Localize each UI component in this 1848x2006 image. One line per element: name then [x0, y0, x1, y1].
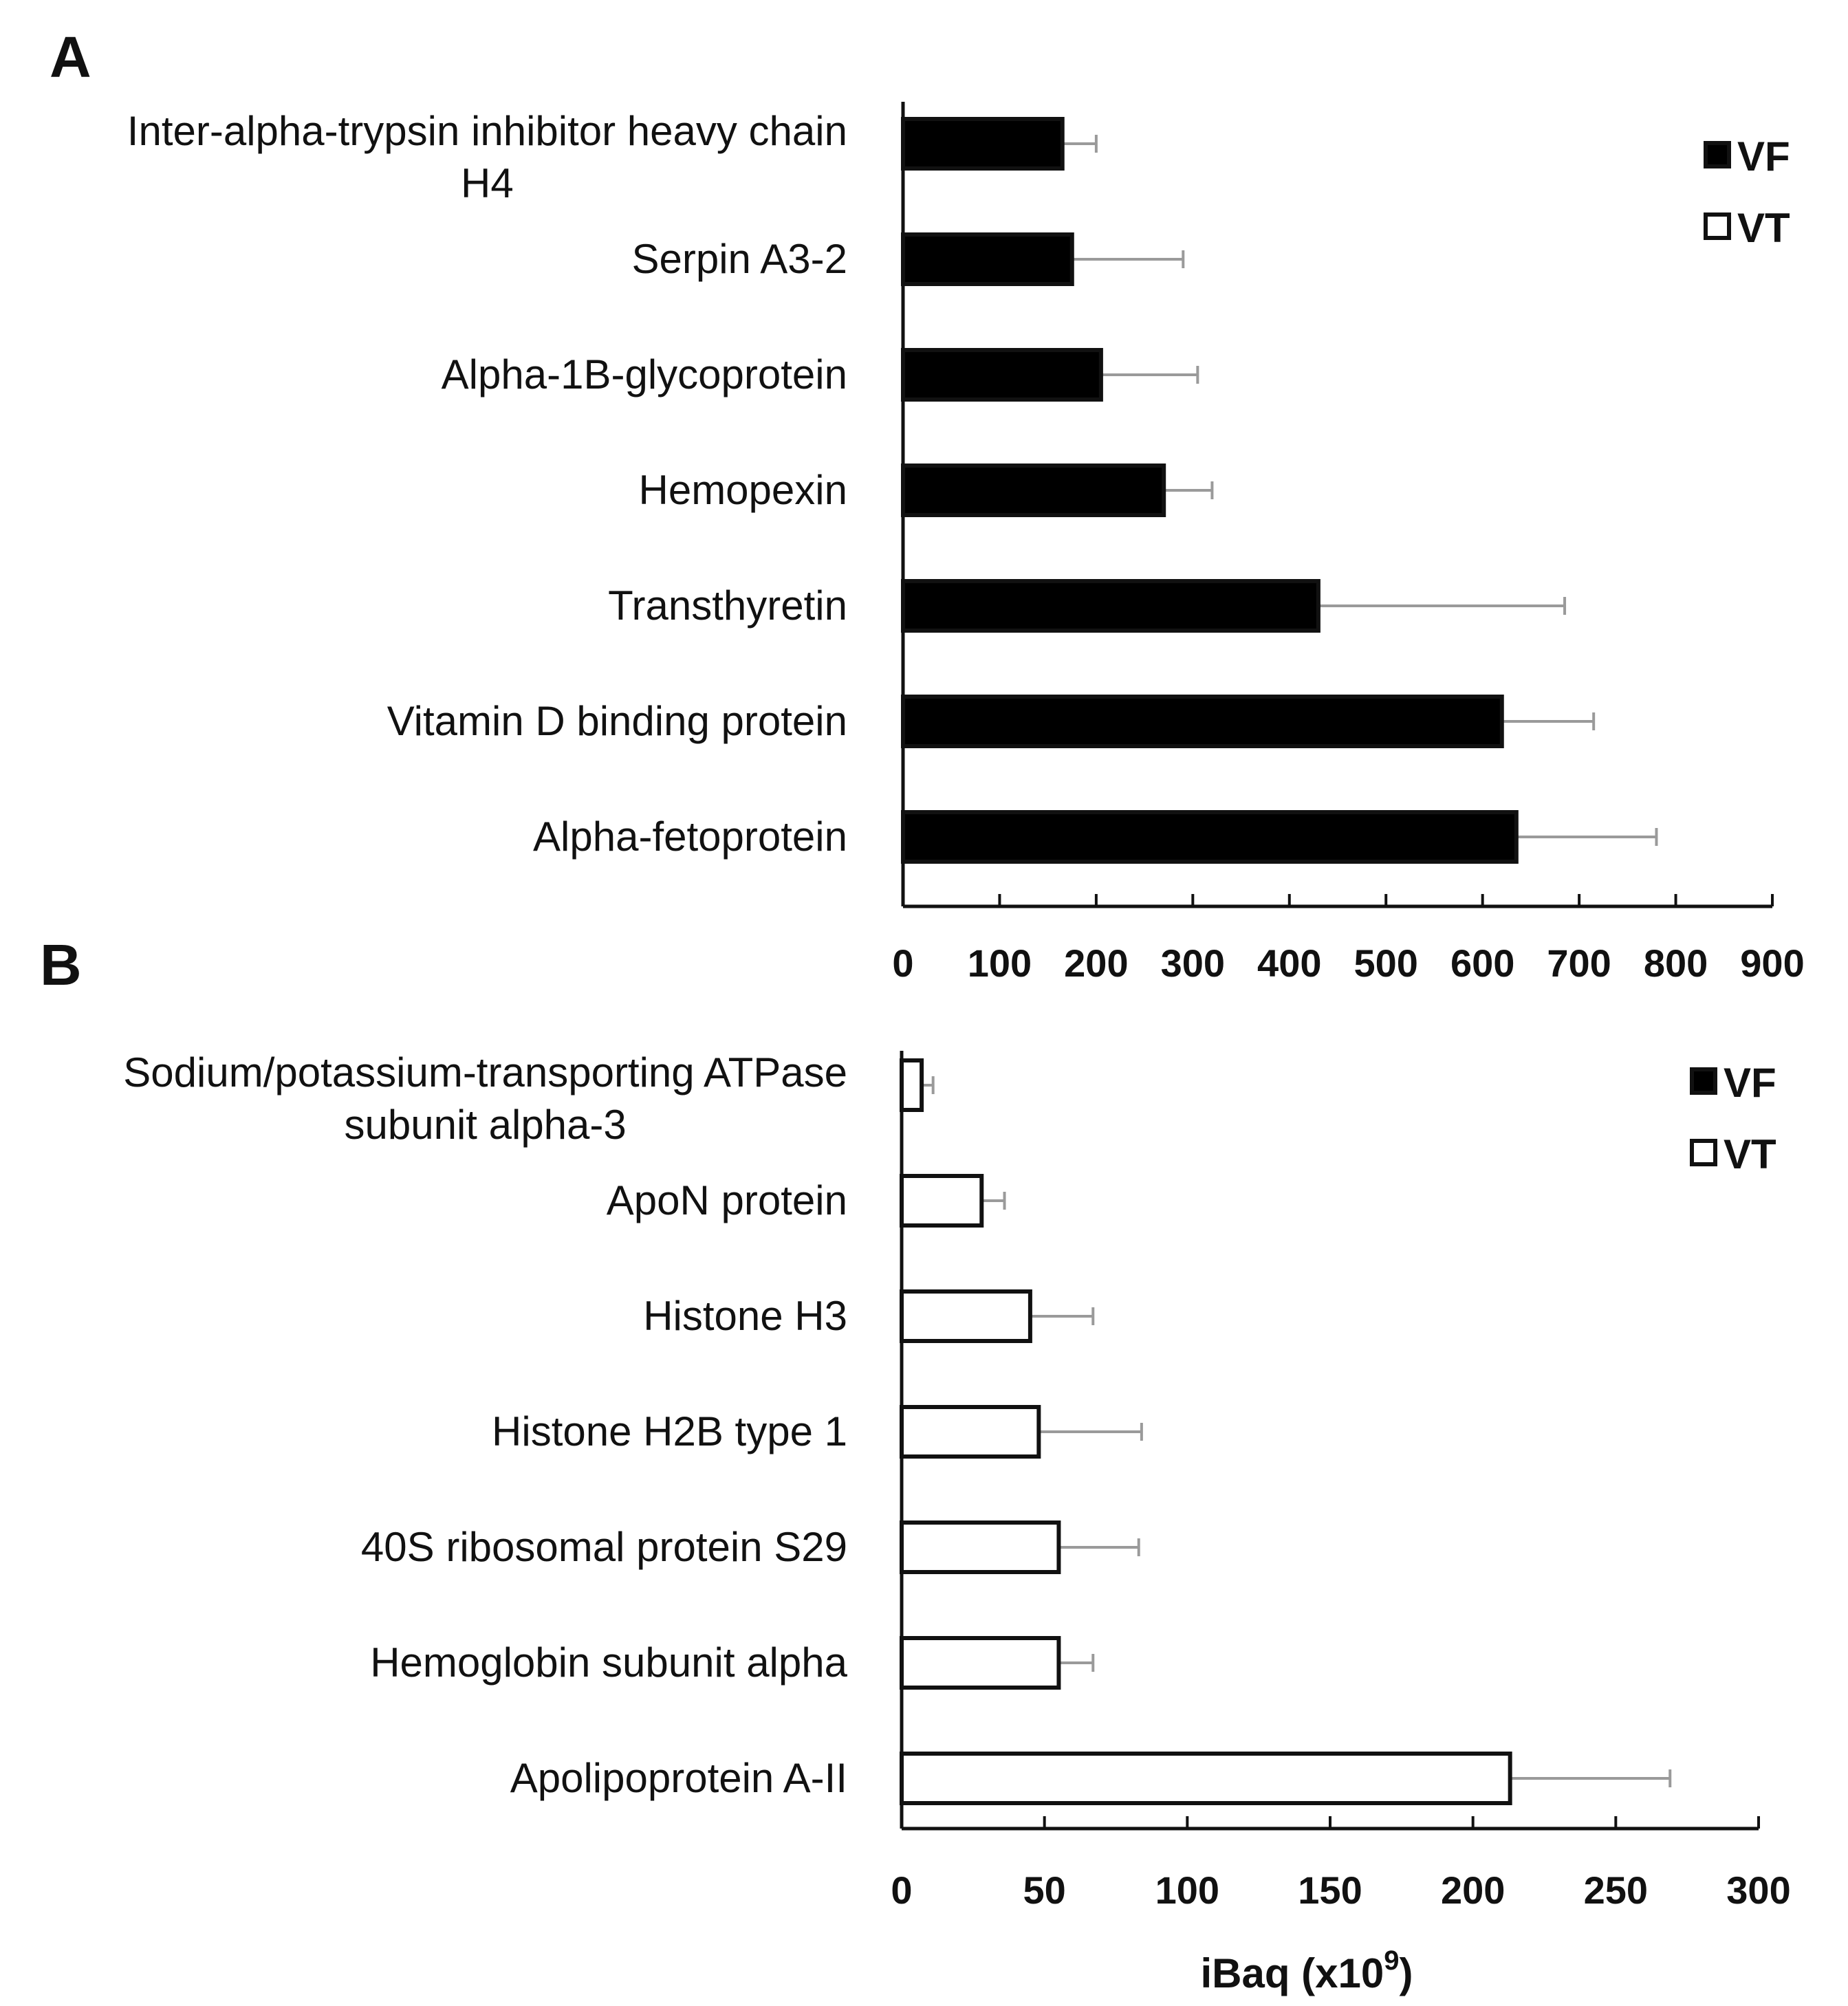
legend-label: VF: [1737, 133, 1790, 179]
bar: [900, 1058, 924, 1112]
x-tick-label: 0: [891, 1868, 912, 1912]
bar: [900, 1636, 1061, 1690]
bar: [901, 464, 1166, 517]
x-tick-label: 300: [1161, 941, 1225, 985]
category-label-line2: H4: [461, 160, 514, 206]
category-label: Serpin A3-2: [631, 236, 847, 282]
legend-label: VT: [1724, 1131, 1776, 1177]
category-label: Apolipoprotein A-II: [510, 1755, 847, 1801]
x-tick-label: 50: [1023, 1868, 1066, 1912]
category-label: Histone H2B type 1: [492, 1408, 847, 1454]
legend-swatch: [1704, 212, 1731, 240]
category-label: Alpha-fetoprotein: [533, 814, 847, 860]
bar: [900, 1174, 984, 1228]
x-tick-label: 800: [1644, 941, 1708, 985]
category-label: Inter-alpha-trypsin inhibitor heavy chai…: [127, 108, 847, 154]
x-axis-title: iBaq (x109): [1200, 1945, 1413, 1996]
bar: [900, 1289, 1032, 1343]
x-axis-title-exponent: 9: [1384, 1945, 1399, 1976]
x-tick-label: 600: [1450, 941, 1514, 985]
x-tick-label: 300: [1726, 1868, 1790, 1912]
bar: [901, 579, 1320, 633]
legend-swatch: [1690, 1139, 1717, 1166]
bar: [901, 348, 1103, 402]
category-label: Hemopexin: [639, 467, 848, 513]
panel-letter: B: [40, 933, 82, 997]
x-tick-label: 900: [1740, 941, 1804, 985]
bar: [900, 1752, 1512, 1805]
bar: [901, 695, 1504, 748]
x-tick-label: 100: [1155, 1868, 1219, 1912]
x-tick-label: 250: [1584, 1868, 1648, 1912]
bar: [900, 1405, 1041, 1459]
category-label: Transthyretin: [608, 582, 847, 629]
legend-swatch: [1690, 1067, 1717, 1095]
x-tick-label: 0: [892, 941, 913, 985]
x-tick-label: 150: [1298, 1868, 1362, 1912]
x-tick-label: 100: [968, 941, 1032, 985]
category-label: Histone H3: [643, 1293, 847, 1339]
x-axis-title-suffix: ): [1400, 1950, 1413, 1996]
legend-label: VF: [1724, 1060, 1776, 1106]
bar: [901, 117, 1065, 171]
panel-a-bar-chart: A 0 100 200 300 400 500 600 700 800 900 Inter-alpha…: [50, 25, 1805, 985]
category-label: Vitamin D binding protein: [387, 698, 847, 744]
x-axis-title-text: iBaq (x10: [1200, 1950, 1384, 1996]
x-tick-label: 200: [1064, 941, 1128, 985]
bar: [900, 1520, 1061, 1574]
x-tick-label: 700: [1547, 941, 1611, 985]
x-tick-label: 400: [1257, 941, 1321, 985]
bar: [901, 810, 1519, 864]
x-tick-label: 500: [1354, 941, 1418, 985]
legend-swatch: [1704, 141, 1731, 168]
category-label: 40S ribosomal protein S29: [361, 1524, 847, 1570]
panel-b-bar-chart: B 0 50 100 150 200 250 300 Sodium/potassium-tran…: [40, 933, 1791, 1996]
x-tick-label: 200: [1441, 1868, 1505, 1912]
bar: [901, 232, 1074, 286]
panel-letter: A: [50, 25, 91, 89]
category-label: Sodium/potassium-transporting ATPase: [123, 1049, 847, 1095]
legend-label: VT: [1737, 205, 1790, 251]
category-label: Hemoglobin subunit alpha: [370, 1639, 847, 1686]
category-label: ApoN protein: [607, 1177, 847, 1223]
category-label: Alpha-1B-glycoprotein: [442, 351, 847, 397]
category-label-line2: subunit alpha-3: [344, 1102, 626, 1148]
